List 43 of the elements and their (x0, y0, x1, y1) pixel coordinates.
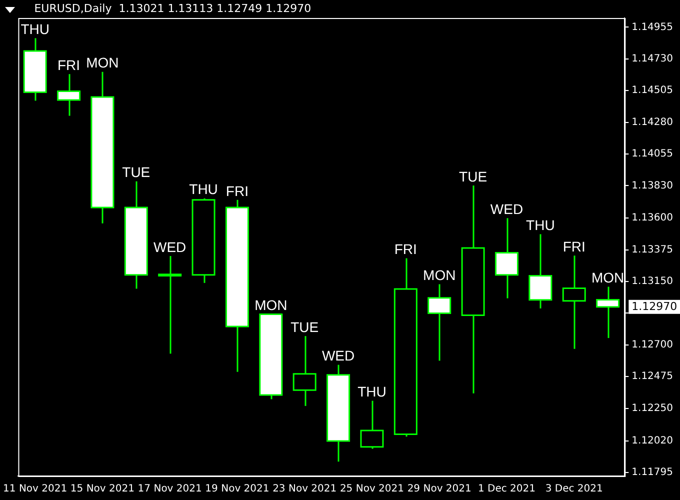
text: THU (358, 384, 386, 400)
x-tick-label: 11 Nov 2021 (3, 484, 68, 495)
y-tick-label: 1.13830 (632, 180, 674, 192)
y-tick-label: 1.14730 (632, 53, 674, 64)
y-tick-label: 1.13600 (632, 212, 674, 224)
x-tick-label: 25 Nov 2021 (340, 484, 404, 495)
text: FRI (562, 238, 586, 254)
x-tick-label: 1 Dec 2021 (478, 484, 536, 495)
y-tick-label: 1.14055 (632, 148, 674, 160)
y-tick-label: 1.11795 (632, 467, 674, 478)
y-tick-label: 1.13150 (632, 276, 674, 288)
text: THU (20, 21, 50, 38)
text: FRI (226, 182, 248, 199)
text: MON (86, 54, 119, 71)
text: TUE (459, 168, 488, 184)
text: WED (490, 200, 524, 217)
x-tick-label: 19 Nov 2021 (205, 484, 270, 495)
y-tick-label: 1.13375 (632, 244, 674, 256)
text: MON (423, 267, 456, 284)
x-tick-label: 29 Nov 2021 (407, 484, 472, 495)
text: MON (254, 297, 288, 314)
text: TUE (122, 164, 150, 180)
text: WED (154, 238, 186, 255)
y-tick-label: 1.14955 (632, 22, 674, 33)
text: WED (322, 348, 355, 364)
x-tick-label: 17 Nov 2021 (138, 484, 202, 495)
text: TUE (290, 318, 319, 335)
y-tick-label: 1.12250 (632, 402, 674, 414)
x-tick-label: 3 Dec 2021 (545, 484, 603, 495)
x-tick-label: 15 Nov 2021 (70, 484, 134, 495)
text: MON (591, 270, 624, 286)
y-tick-label: 1.14280 (632, 116, 674, 128)
y-tick-label: 1.14505 (632, 85, 674, 96)
text: THU (189, 181, 218, 198)
x-tick-label: 23 Nov 2021 (272, 484, 337, 495)
text: 1.12970 (632, 300, 678, 313)
chart-title: EURUSD,Daily 1.13021 1.13113 1.12749 1.12970 (34, 2, 312, 15)
y-tick-label: 1.12475 (632, 371, 674, 382)
text: FRI (394, 241, 417, 258)
text: FRI (57, 56, 80, 73)
y-tick-label: 1.12020 (632, 435, 674, 446)
text: THU (526, 217, 555, 234)
y-tick-label: 1.12700 (632, 340, 674, 351)
